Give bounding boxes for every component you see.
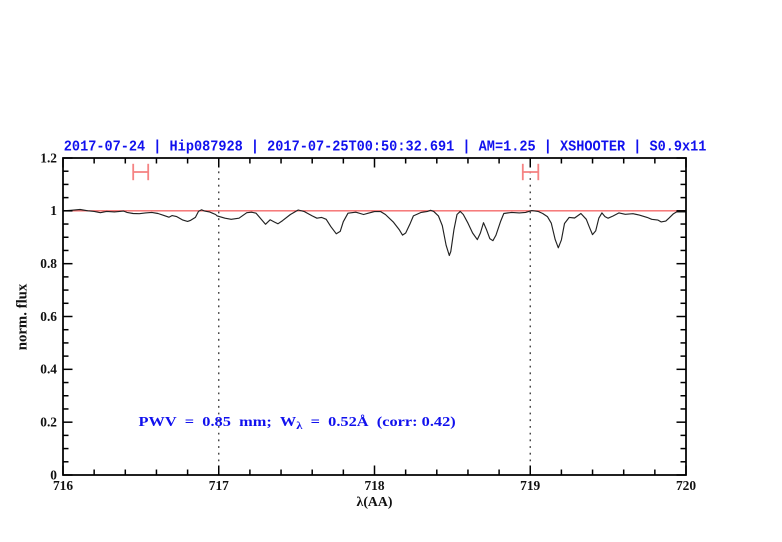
svg-text:0.4: 0.4 [40, 362, 57, 377]
svg-text:0: 0 [50, 467, 57, 482]
svg-text:0.2: 0.2 [40, 415, 57, 430]
svg-text:λ(AA): λ(AA) [357, 494, 393, 510]
svg-text:716: 716 [53, 478, 73, 493]
svg-text:720: 720 [676, 478, 696, 493]
svg-text:718: 718 [364, 478, 384, 493]
svg-text:0.8: 0.8 [40, 256, 57, 271]
svg-text:2017-07-24 | Hip087928 | 2017-: 2017-07-24 | Hip087928 | 2017-07-25T00:5… [64, 139, 707, 156]
svg-text:1: 1 [50, 203, 57, 218]
svg-text:719: 719 [520, 478, 540, 493]
svg-text:PWV = 0.85 mm; Wλ = 0.52: PWV = 0.85 mm; Wλ = 0.52Å (corr: 0.42) [139, 415, 456, 432]
svg-text:1.2: 1.2 [40, 150, 57, 165]
svg-text:norm. flux: norm. flux [14, 283, 30, 350]
svg-text:0.6: 0.6 [40, 309, 57, 324]
svg-text:717: 717 [209, 478, 229, 493]
